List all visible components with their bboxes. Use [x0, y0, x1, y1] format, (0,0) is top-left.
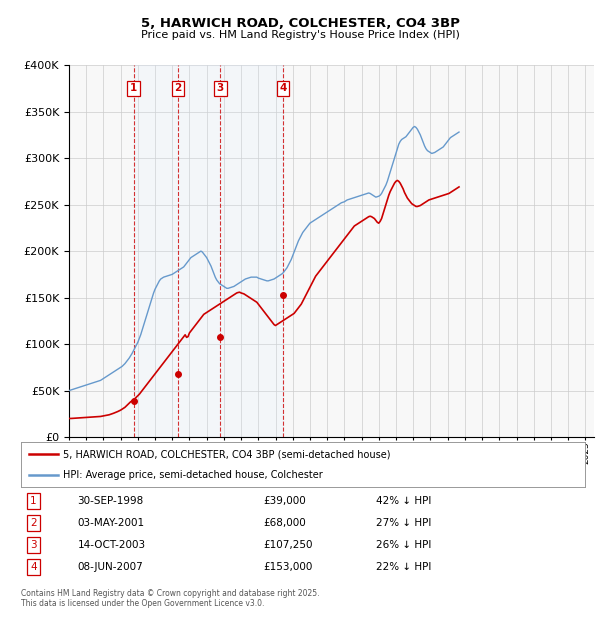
Text: 14-OCT-2003: 14-OCT-2003	[77, 540, 146, 550]
Text: 08-JUN-2007: 08-JUN-2007	[77, 562, 143, 572]
Text: £68,000: £68,000	[263, 518, 306, 528]
Text: 42% ↓ HPI: 42% ↓ HPI	[376, 496, 431, 506]
Text: 26% ↓ HPI: 26% ↓ HPI	[376, 540, 431, 550]
Text: £107,250: £107,250	[263, 540, 313, 550]
Text: 2: 2	[30, 518, 37, 528]
Text: 4: 4	[30, 562, 37, 572]
Text: 1: 1	[130, 83, 137, 94]
Text: HPI: Average price, semi-detached house, Colchester: HPI: Average price, semi-detached house,…	[64, 469, 323, 480]
Text: £153,000: £153,000	[263, 562, 313, 572]
Text: 3: 3	[30, 540, 37, 550]
Text: 5, HARWICH ROAD, COLCHESTER, CO4 3BP (semi-detached house): 5, HARWICH ROAD, COLCHESTER, CO4 3BP (se…	[64, 449, 391, 459]
Text: 5, HARWICH ROAD, COLCHESTER, CO4 3BP: 5, HARWICH ROAD, COLCHESTER, CO4 3BP	[140, 17, 460, 30]
Text: 4: 4	[280, 83, 287, 94]
Text: 3: 3	[217, 83, 224, 94]
Text: 27% ↓ HPI: 27% ↓ HPI	[376, 518, 431, 528]
Text: 1: 1	[30, 496, 37, 506]
Text: Contains HM Land Registry data © Crown copyright and database right 2025.
This d: Contains HM Land Registry data © Crown c…	[21, 589, 320, 608]
Text: 30-SEP-1998: 30-SEP-1998	[77, 496, 143, 506]
Text: £39,000: £39,000	[263, 496, 306, 506]
Text: 03-MAY-2001: 03-MAY-2001	[77, 518, 145, 528]
Text: 2: 2	[175, 83, 182, 94]
Text: Price paid vs. HM Land Registry's House Price Index (HPI): Price paid vs. HM Land Registry's House …	[140, 30, 460, 40]
Text: 22% ↓ HPI: 22% ↓ HPI	[376, 562, 431, 572]
Bar	[134, 65, 283, 437]
